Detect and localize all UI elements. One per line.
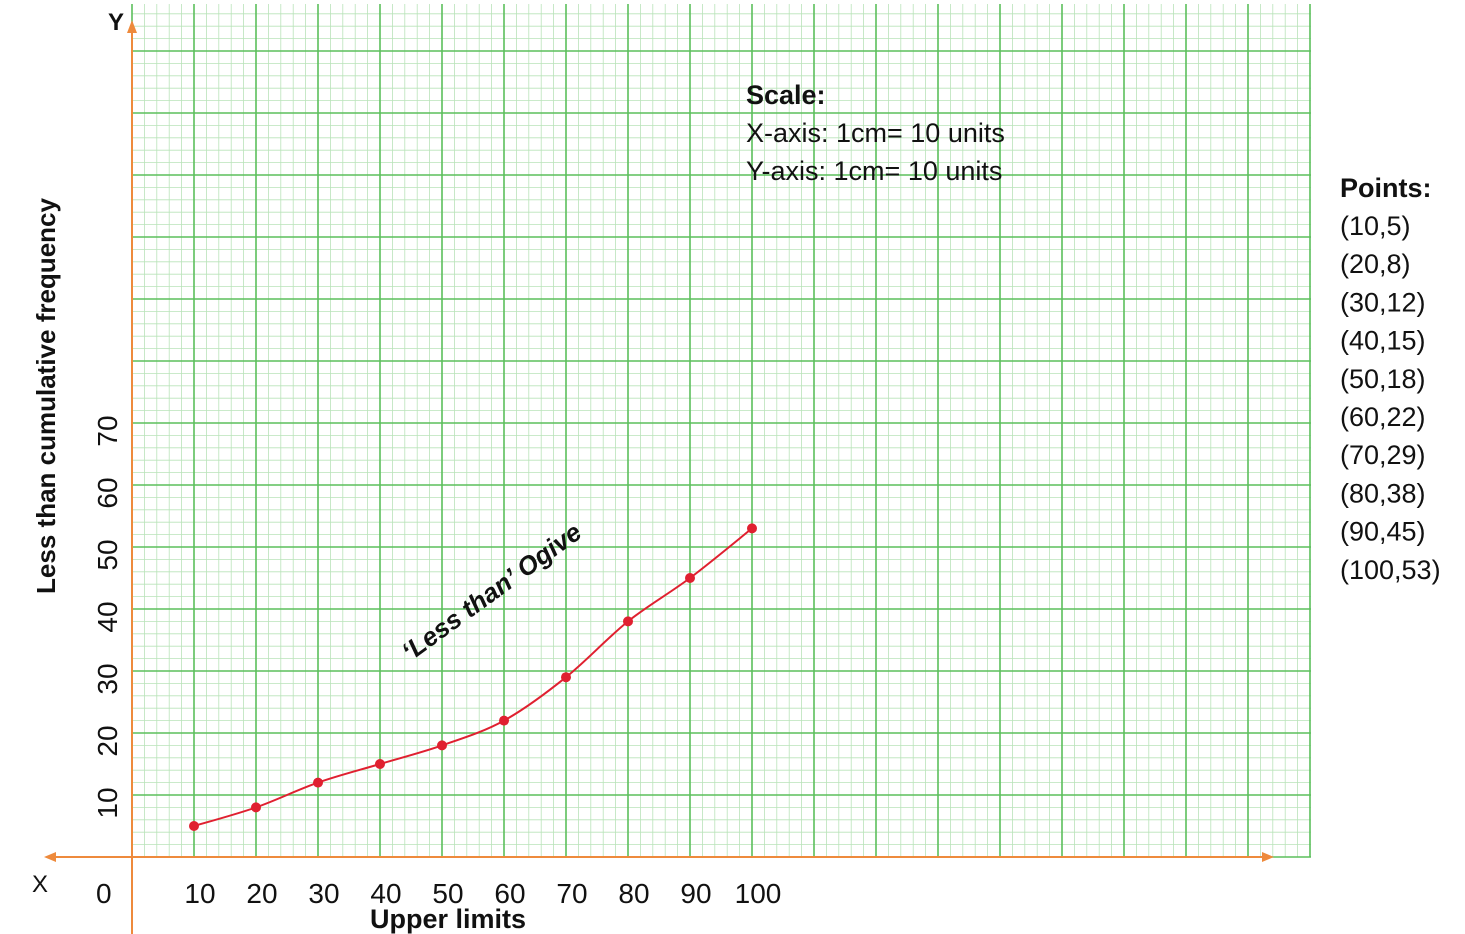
data-point [375, 759, 385, 769]
points-title: Points: [1340, 173, 1432, 203]
x-tick-label: 40 [370, 878, 401, 909]
tick-labels: 10 20 30 40 50 60 70 80 90 100 10 20 30 40 50 60 70 [92, 415, 781, 909]
data-point [189, 821, 199, 831]
points-list-item: (100,53) [1340, 555, 1441, 585]
x-tick-label: 30 [308, 878, 339, 909]
x-tick-label: 100 [735, 878, 782, 909]
y-tick-label: 30 [92, 663, 123, 694]
x-tick-label: 80 [618, 878, 649, 909]
points-panel: Points: (10,5) (20,8) (30,12) (40,15) (50,18… [1340, 173, 1441, 585]
data-point [685, 573, 695, 583]
major-grid [131, 4, 1311, 858]
scale-y-axis: Y-axis: 1cm= 10 units [746, 156, 1002, 186]
x-tick-label: 60 [494, 878, 525, 909]
y-tick-label: 70 [92, 415, 123, 446]
points-list-item: (10,5) [1340, 211, 1411, 241]
points-list-item: (50,18) [1340, 364, 1426, 394]
x-axis-arrow-left [44, 852, 56, 862]
data-point [313, 777, 323, 788]
scale-note: Scale: X-axis: 1cm= 10 units Y-axis: 1cm… [746, 80, 1005, 186]
y-axis-arrow-up [127, 20, 137, 33]
data-point [437, 740, 447, 751]
y-axis-letter: Y [108, 9, 124, 36]
points-list-item: (90,45) [1340, 517, 1426, 547]
points-list-item: (40,15) [1340, 326, 1426, 356]
data-point [251, 802, 261, 813]
y-tick-label: 60 [92, 477, 123, 508]
points-list-item: (80,38) [1340, 478, 1426, 508]
points-list-item: (60,22) [1340, 402, 1426, 432]
points-list-item: (20,8) [1340, 249, 1411, 279]
points-list-item: (70,29) [1340, 440, 1426, 470]
data-point [623, 616, 633, 627]
y-tick-label: 40 [92, 601, 123, 632]
x-tick-label: 90 [680, 878, 711, 909]
x-axis-title: Upper limits [370, 904, 526, 934]
x-tick-label: 20 [246, 878, 277, 909]
data-point [561, 672, 571, 683]
x-tick-label: 50 [432, 878, 463, 909]
points-list: (10,5) (20,8) (30,12) (40,15) (50,18) (60,22)… [1340, 211, 1441, 585]
data-point [747, 523, 757, 534]
points-list-item: (30,12) [1340, 287, 1426, 317]
y-axis-title: Less than cumulative frequency [31, 198, 61, 594]
ogive-series [189, 523, 757, 831]
origin-label: 0 [96, 878, 112, 909]
x-axis-letter: X [32, 871, 48, 898]
scale-x-axis: X-axis: 1cm= 10 units [746, 118, 1005, 148]
y-tick-label: 20 [92, 725, 123, 756]
scale-title: Scale: [746, 80, 826, 110]
minor-grid [132, 4, 1311, 857]
y-tick-label: 10 [92, 787, 123, 818]
graph-paper [132, 4, 1311, 857]
y-tick-label: 50 [92, 539, 123, 570]
axes [44, 20, 1274, 934]
x-axis-arrow-right [1262, 852, 1274, 862]
graph-paper-grid [131, 4, 1311, 858]
ogive-curve [193, 527, 753, 827]
x-tick-label: 70 [556, 878, 587, 909]
data-point [499, 715, 509, 726]
x-tick-label: 10 [184, 878, 215, 909]
